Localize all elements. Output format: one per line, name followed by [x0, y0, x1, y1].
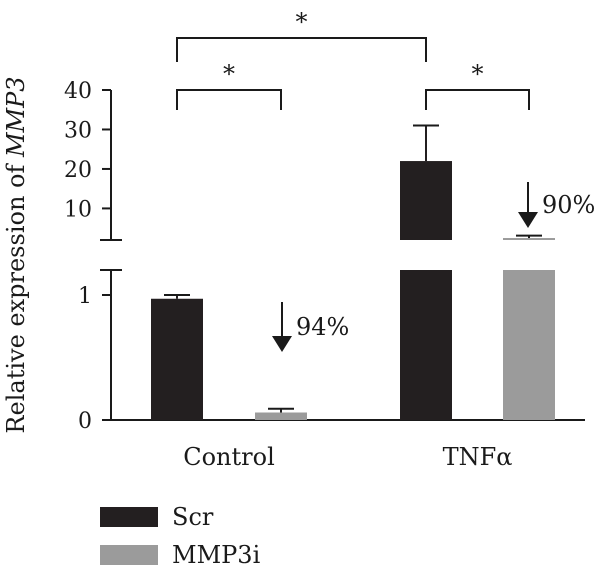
x-tick-labels: Control TNFα — [183, 443, 512, 471]
y-tick-label: 10 — [64, 197, 92, 222]
y-tick-label: 40 — [64, 79, 92, 104]
legend-label: MMP3i — [172, 541, 261, 569]
bar — [503, 270, 555, 420]
error-bars — [164, 124, 542, 413]
significance-brackets: * * * — [176, 8, 530, 110]
significance-bracket — [425, 89, 530, 110]
bar — [255, 412, 307, 420]
x-tick-label: Control — [183, 443, 275, 471]
reduction-arrow-head — [518, 212, 538, 228]
bar — [400, 270, 452, 420]
y-tick-label: 30 — [64, 118, 92, 143]
y-ticks: 0 1 10 20 30 40 — [64, 79, 111, 434]
y-tick-label: 1 — [78, 284, 92, 309]
legend-swatch — [100, 545, 158, 565]
y-tick-label: 20 — [64, 158, 92, 183]
y-axis-label-gene: MMP3 — [2, 76, 30, 158]
significance-bracket — [176, 89, 282, 110]
y-axis-label-prefix: Relative expression of — [2, 157, 30, 434]
bar — [151, 298, 203, 420]
significance-bracket — [176, 37, 427, 62]
reduction-annotations: 94% 90% — [272, 182, 595, 352]
bars — [151, 161, 555, 420]
significance-star: * — [223, 60, 235, 88]
significance-star: * — [296, 8, 308, 36]
significance-star: * — [472, 60, 484, 88]
reduction-arrow-head — [272, 336, 292, 352]
reduction-percentage: 90% — [542, 191, 595, 219]
legend: Scr MMP3i — [100, 503, 261, 569]
x-tick-label: TNFα — [443, 443, 513, 471]
y-axis-label: Relative expression of MMP3 — [2, 76, 30, 433]
bar — [400, 161, 452, 240]
legend-swatch — [100, 507, 158, 527]
legend-label: Scr — [172, 503, 214, 531]
y-tick-label: 0 — [78, 409, 92, 434]
reduction-percentage: 94% — [296, 313, 349, 341]
bar — [503, 238, 555, 240]
